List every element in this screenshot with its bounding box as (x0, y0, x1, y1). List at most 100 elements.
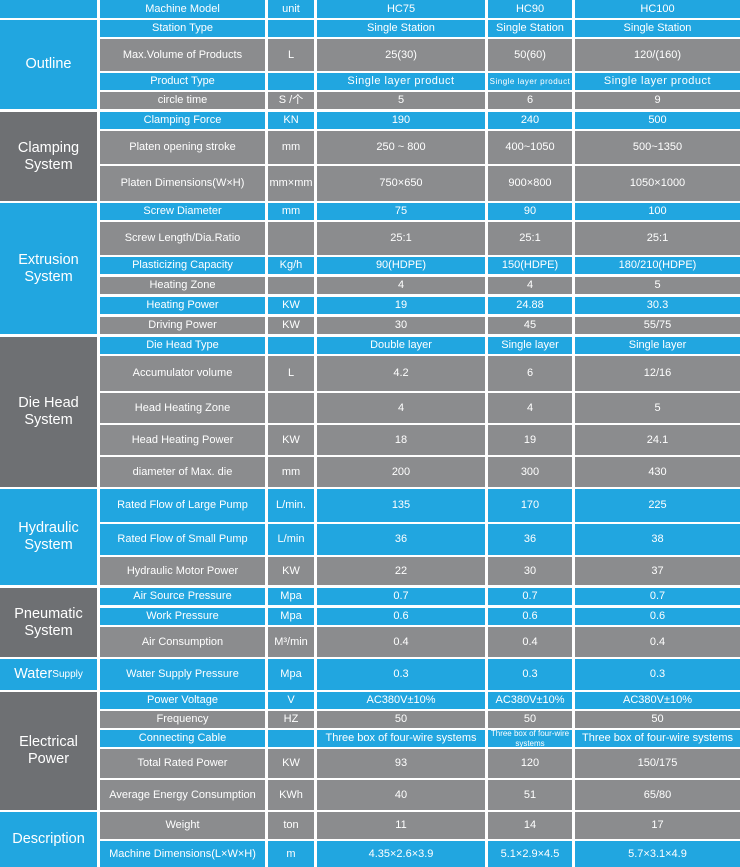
value-hc100: 24.1 (575, 425, 740, 455)
param-weight: Weight (100, 812, 265, 839)
value-hc75: 19 (317, 297, 485, 314)
param-work-pressure: Work Pressure (100, 608, 265, 625)
value-hc100: 9 (575, 92, 740, 109)
section-title-text: Description (12, 831, 85, 848)
param-air-consumption: Air Consumption (100, 627, 265, 657)
unit-cell: M³/min (268, 627, 314, 657)
unit-cell (268, 393, 314, 423)
value-hc90: Single layer (488, 337, 572, 354)
unit-cell (268, 337, 314, 354)
param-rated-flow-of-large-pump: Rated Flow of Large Pump (100, 489, 265, 522)
value-hc100: 120/(160) (575, 39, 740, 71)
value-hc75: 18 (317, 425, 485, 455)
value-hc90: 0.4 (488, 627, 572, 657)
value-hc90: 45 (488, 317, 572, 334)
value-hc75: Three box of four-wire systems (317, 730, 485, 747)
param-water-supply-pressure: Water Supply Pressure (100, 659, 265, 690)
value-hc90: 24.88 (488, 297, 572, 314)
value-hc100: Single layer (575, 337, 740, 354)
value-hc75: 4.35×2.6×3.9 (317, 841, 485, 867)
value-hc100: 180/210(HDPE) (575, 257, 740, 274)
param-air-source-pressure: Air Source Pressure (100, 588, 265, 605)
value-hc90: 19 (488, 425, 572, 455)
unit-cell: S /个 (268, 92, 314, 109)
value-hc75: 50 (317, 711, 485, 728)
param-die-head-type: Die Head Type (100, 337, 265, 354)
header-corner (0, 0, 97, 18)
value-hc75: 750×650 (317, 166, 485, 201)
value-hc100: 150/175 (575, 749, 740, 778)
section-title-water: Water Supply (0, 659, 97, 690)
unit-cell: Mpa (268, 588, 314, 605)
unit-cell: L (268, 356, 314, 391)
section-title-text: Clamping System (17, 139, 80, 173)
value-hc100: 38 (575, 524, 740, 555)
value-hc75: 0.6 (317, 608, 485, 625)
value-hc100: 0.7 (575, 588, 740, 605)
value-hc75: 75 (317, 203, 485, 220)
header-unit-label: unit (268, 0, 314, 18)
param-product-type: Product Type (100, 73, 265, 90)
value-hc100: 500 (575, 112, 740, 129)
unit-cell: Mpa (268, 608, 314, 625)
value-hc100: 12/16 (575, 356, 740, 391)
unit-cell (268, 277, 314, 294)
value-hc90: 0.7 (488, 588, 572, 605)
section-title-text: Pneumatic System (14, 605, 83, 639)
unit-cell: KW (268, 557, 314, 585)
unit-cell: ton (268, 812, 314, 839)
param-plasticizing-capacity: Plasticizing Capacity (100, 257, 265, 274)
value-hc90: 50 (488, 711, 572, 728)
value-hc90: 120 (488, 749, 572, 778)
value-hc100: 5.7×3.1×4.9 (575, 841, 740, 867)
param-diameter-of-max-die: diameter of Max. die (100, 457, 265, 487)
section-title-extrusion-system: Extrusion System (0, 203, 97, 334)
param-hydraulic-motor-power: Hydraulic Motor Power (100, 557, 265, 585)
value-hc90: 4 (488, 277, 572, 294)
value-hc90: 900×800 (488, 166, 572, 201)
value-hc100: Single layer product (575, 73, 740, 90)
value-hc90: 400~1050 (488, 131, 572, 164)
unit-cell: L (268, 39, 314, 71)
unit-cell (268, 222, 314, 255)
value-hc75: 250 ~ 800 (317, 131, 485, 164)
value-hc75: 0.7 (317, 588, 485, 605)
value-hc100: 50 (575, 711, 740, 728)
param-platen-opening-stroke: Platen opening stroke (100, 131, 265, 164)
param-rated-flow-of-small-pump: Rated Flow of Small Pump (100, 524, 265, 555)
value-hc100: AC380V±10% (575, 692, 740, 709)
value-hc100: 5 (575, 393, 740, 423)
value-hc100: 25:1 (575, 222, 740, 255)
param-average-energy-consumption: Average Energy Consumption (100, 780, 265, 810)
section-title-die-head-system: Die Head System (0, 337, 97, 487)
value-hc100: 225 (575, 489, 740, 522)
value-hc75: 200 (317, 457, 485, 487)
value-hc90: Single layer product (488, 73, 572, 90)
value-hc90: 14 (488, 812, 572, 839)
value-hc75: 0.3 (317, 659, 485, 690)
value-hc90: Three box of four-wire systems (488, 730, 572, 747)
value-hc100: 65/80 (575, 780, 740, 810)
section-title-small: Supply (52, 668, 83, 680)
param-driving-power: Driving Power (100, 317, 265, 334)
unit-cell: HZ (268, 711, 314, 728)
value-hc75: 93 (317, 749, 485, 778)
param-accumulator-volume: Accumulator volume (100, 356, 265, 391)
unit-cell: L/min. (268, 489, 314, 522)
value-hc75: Single Station (317, 20, 485, 37)
value-hc90: 51 (488, 780, 572, 810)
value-hc90: 0.3 (488, 659, 572, 690)
unit-cell: mm (268, 203, 314, 220)
param-heating-zone: Heating Zone (100, 277, 265, 294)
value-hc100: 55/75 (575, 317, 740, 334)
value-hc75: 36 (317, 524, 485, 555)
section-title-text: Water (14, 666, 53, 683)
param-screw-length-dia-ratio: Screw Length/Dia.Ratio (100, 222, 265, 255)
section-title-text: Outline (25, 56, 72, 73)
value-hc90: 6 (488, 356, 572, 391)
value-hc75: 22 (317, 557, 485, 585)
value-hc75: Double layer (317, 337, 485, 354)
value-hc75: 30 (317, 317, 485, 334)
value-hc90: Single Station (488, 20, 572, 37)
